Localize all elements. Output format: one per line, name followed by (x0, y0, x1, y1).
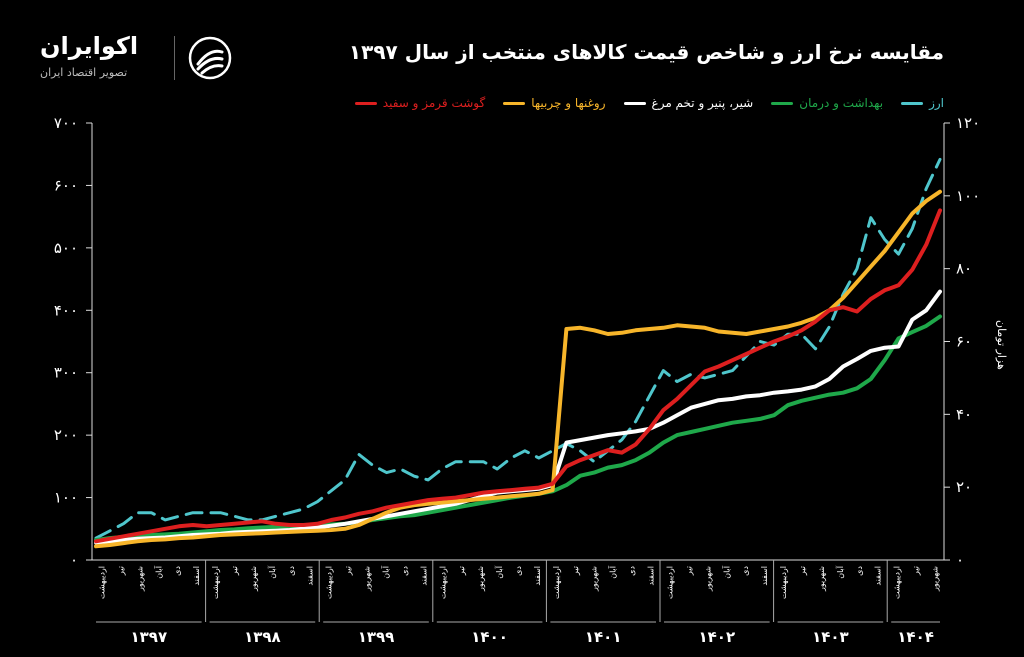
legend-item: ارز (901, 96, 944, 110)
brand-tagline: تصویر اقتصاد ایران (40, 66, 128, 79)
x-month-label: شهریور (249, 566, 258, 592)
chart-legend: ارز بهداشت و درمان شیر، پنیر و تخم مرغ روغن… (354, 96, 944, 110)
x-month-label: اسفند (647, 566, 656, 586)
series-line (94, 314, 942, 542)
y-left-tick-label: ۷۰۰ (54, 114, 78, 132)
x-month-label: اسفند (306, 566, 315, 586)
x-month-label: تیر (798, 566, 807, 576)
legend-swatch (354, 101, 377, 105)
x-month-label: اردیبهشت (438, 566, 447, 599)
x-month-label: اسفند (419, 566, 428, 586)
series-line (94, 189, 942, 549)
x-month-label: آبان (380, 565, 390, 579)
x-year-label: ۱۳۹۹ (358, 628, 395, 646)
x-month-label: دی (741, 566, 750, 576)
series-line (94, 208, 942, 544)
x-year-label: ۱۳۹۸ (244, 628, 281, 646)
y-left-tick-label: ۲۰۰ (54, 426, 78, 444)
y-right-tick-label: ۴۰ (956, 405, 972, 423)
x-year-label: ۱۴۰۱ (585, 628, 622, 646)
x-month-label: تیر (684, 566, 693, 576)
legend-label: گوشت قرمز و سفید (382, 96, 486, 110)
x-month-label: شهریور (590, 566, 599, 592)
series-line (94, 157, 942, 540)
x-year-label: ۱۳۹۷ (130, 628, 167, 646)
y-left-tick-label: ۶۰۰ (54, 176, 78, 194)
y-right-tick-label: ۲۰ (956, 478, 972, 496)
x-month-label: اردیبهشت (211, 566, 220, 599)
x-month-label: اردیبهشت (893, 566, 902, 599)
x-year-label: ۱۴۰۰ (471, 628, 508, 646)
x-month-label: آبان (608, 565, 618, 579)
x-month-label: دی (855, 566, 864, 576)
x-month-label: تیر (457, 566, 466, 576)
series-line (94, 289, 942, 545)
legend-item: گوشت قرمز و سفید (354, 96, 486, 110)
y-right-tick-label: ۶۰ (956, 333, 972, 351)
x-month-label: دی (514, 566, 523, 576)
x-month-label: اردیبهشت (665, 566, 674, 599)
y-axis-right-label: هزار تومان (995, 320, 1008, 370)
y-left-tick-label: ۴۰۰ (54, 301, 78, 319)
legend-swatch (771, 101, 794, 105)
x-month-label: آبان (835, 565, 845, 579)
brand-logo-icon (188, 36, 232, 80)
y-right-tick-label: ۱۰۰ (956, 187, 980, 205)
x-month-label: تیر (230, 566, 239, 576)
y-right-tick-label: ۸۰ (956, 260, 972, 278)
x-month-label: تیر (571, 566, 580, 576)
x-month-label: آبان (721, 565, 731, 579)
x-year-label: ۱۴۰۴ (897, 628, 934, 646)
y-right-tick-label: ۰ (956, 551, 964, 569)
brand-divider (174, 36, 175, 80)
legend-swatch (901, 101, 924, 105)
y-left-tick-label: ۱۰۰ (54, 489, 78, 507)
x-month-label: آبان (494, 565, 504, 579)
x-month-label: اردیبهشت (325, 566, 334, 599)
legend-label: بهداشت و درمان (799, 96, 884, 110)
legend-item: بهداشت و درمان (771, 96, 883, 110)
x-month-label: دی (400, 566, 409, 576)
x-month-label: اسفند (760, 566, 769, 586)
legend-label: ارز (929, 96, 944, 110)
x-month-label: اردیبهشت (97, 566, 106, 599)
x-month-label: شهریور (363, 566, 372, 592)
x-month-label: اردیبهشت (779, 566, 788, 599)
legend-swatch (623, 101, 646, 105)
x-month-label: شهریور (817, 566, 826, 592)
legend-label: شیر، پنیر و تخم مرغ (651, 96, 754, 110)
legend-item: شیر، پنیر و تخم مرغ (623, 96, 754, 110)
y-right-tick-label: ۱۲۰ (956, 114, 980, 132)
y-left-tick-label: ۳۰۰ (54, 364, 78, 382)
x-month-label: شهریور (703, 566, 712, 592)
y-left-tick-label: ۰ (70, 551, 78, 569)
x-month-label: تیر (116, 566, 125, 576)
x-month-label: اسفند (533, 566, 542, 586)
x-month-label: شهریور (931, 566, 940, 592)
legend-label: روغنها و چربیها (531, 96, 606, 110)
x-month-label: آبان (267, 565, 277, 579)
brand-block: اکوایران تصویر اقتصاد ایران (40, 30, 240, 90)
x-month-label: شهریور (135, 566, 144, 592)
x-month-label: اردیبهشت (552, 566, 561, 599)
legend-item: روغنها و چربیها (503, 96, 606, 110)
x-year-label: ۱۴۰۲ (698, 628, 735, 646)
x-month-label: دی (173, 566, 182, 576)
brand-name: اکوایران (40, 32, 139, 60)
y-left-tick-label: ۵۰۰ (54, 239, 78, 257)
x-month-label: تیر (344, 566, 353, 576)
x-month-label: اسفند (192, 566, 201, 586)
x-month-label: آبان (153, 565, 163, 579)
x-month-label: دی (628, 566, 637, 576)
x-month-label: تیر (912, 566, 921, 576)
chart-title: مقایسه نرخ ارز و شاخص قیمت کالاهای منتخب… (348, 40, 944, 64)
x-month-label: شهریور (476, 566, 485, 592)
x-month-label: اسفند (874, 566, 883, 586)
x-year-label: ۱۴۰۳ (812, 628, 849, 646)
legend-swatch (503, 101, 526, 105)
x-month-label: دی (287, 566, 296, 576)
